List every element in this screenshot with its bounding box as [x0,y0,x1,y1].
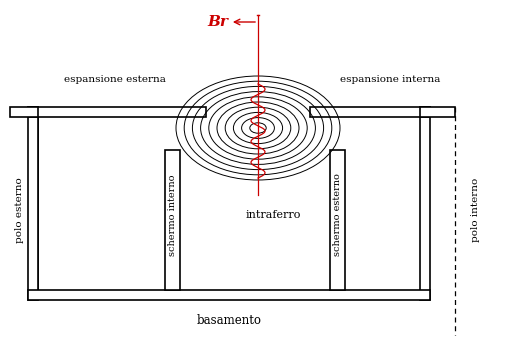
Text: polo esterno: polo esterno [15,177,25,243]
Bar [330,150,345,290]
Bar [28,107,206,117]
Text: intraferro: intraferro [245,210,301,220]
Bar [165,150,180,290]
Bar [420,107,430,300]
Text: basamento: basamento [196,313,262,326]
Text: schermo interno: schermo interno [168,174,177,256]
Bar [310,107,430,117]
Bar [10,107,38,117]
Text: polo interno: polo interno [470,178,480,242]
Bar [28,107,38,300]
Bar [28,290,430,300]
Text: espansione esterna: espansione esterna [64,75,166,85]
Text: Br: Br [207,15,228,29]
Bar [420,107,455,117]
Text: schermo esterno: schermo esterno [333,174,342,256]
Text: espansione interna: espansione interna [340,75,440,85]
